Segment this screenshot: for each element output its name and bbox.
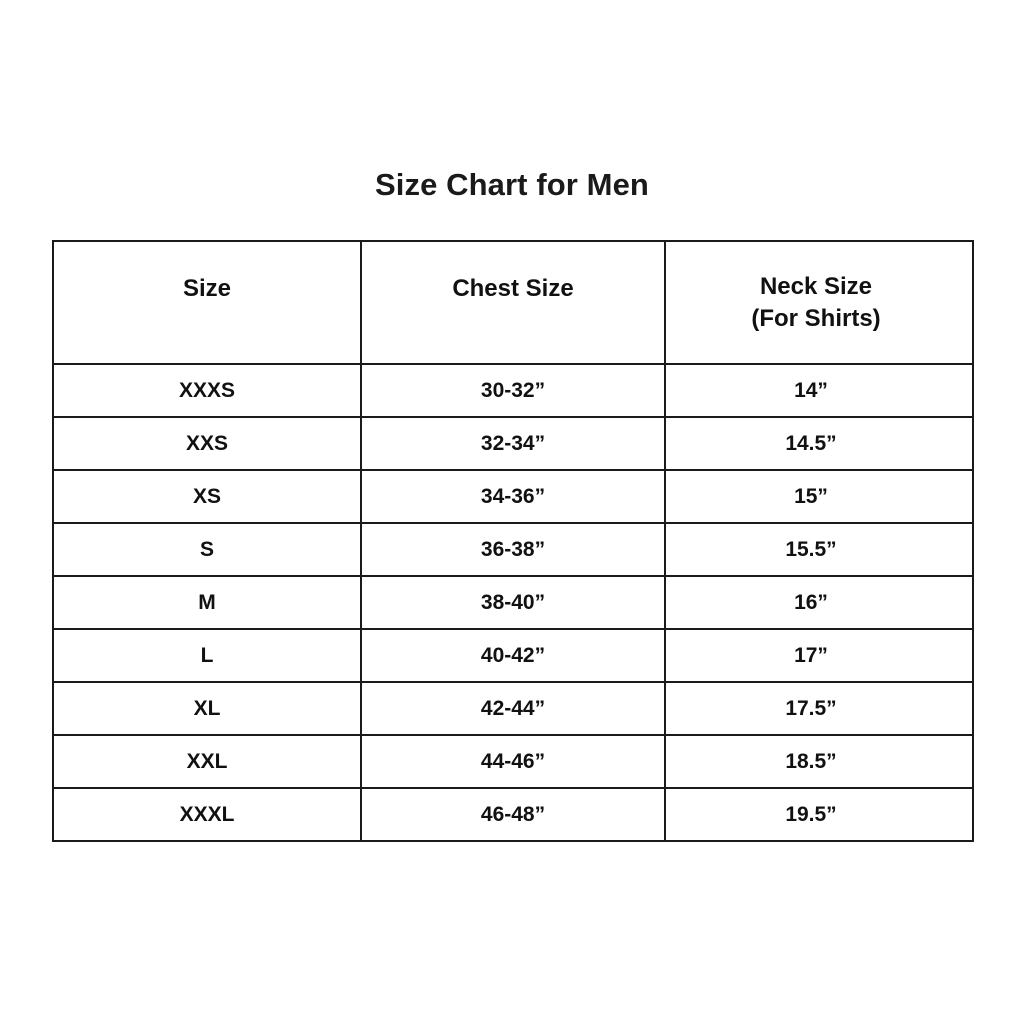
cell-chest-size: 38-40” (360, 575, 666, 630)
column-header-chest-size-label: Chest Size (452, 274, 574, 302)
table-row: XXS 32-34” 14.5” (52, 416, 974, 471)
cell-chest-size: 32-34” (360, 416, 666, 471)
cell-size: L (52, 628, 362, 683)
cell-chest-size: 36-38” (360, 522, 666, 577)
cell-size: M (52, 575, 362, 630)
cell-neck-size: 17” (664, 628, 974, 683)
column-header-size: Size (52, 240, 362, 365)
table-header: Size Chest Size Neck Size (For Shirts) (52, 240, 974, 365)
table-row: XXL 44-46” 18.5” (52, 734, 974, 789)
cell-neck-size: 15.5” (664, 522, 974, 577)
table-row: XXXS 30-32” 14” (52, 363, 974, 418)
cell-chest-size: 44-46” (360, 734, 666, 789)
column-header-neck-size: Neck Size (For Shirts) (664, 240, 974, 365)
table-header-row: Size Chest Size Neck Size (For Shirts) (52, 240, 974, 365)
table-row: L 40-42” 17” (52, 628, 974, 683)
cell-neck-size: 19.5” (664, 787, 974, 842)
cell-size: XS (52, 469, 362, 524)
size-chart-table: Size Chest Size Neck Size (For Shirts) X… (52, 240, 974, 842)
table-row: XXXL 46-48” 19.5” (52, 787, 974, 842)
cell-neck-size: 16” (664, 575, 974, 630)
table-row: S 36-38” 15.5” (52, 522, 974, 577)
cell-size: XXXS (52, 363, 362, 418)
cell-size: XXXL (52, 787, 362, 842)
cell-size: XXL (52, 734, 362, 789)
cell-chest-size: 34-36” (360, 469, 666, 524)
table-row: M 38-40” 16” (52, 575, 974, 630)
cell-chest-size: 30-32” (360, 363, 666, 418)
column-header-neck-size-sublabel: (For Shirts) (751, 304, 881, 332)
cell-size: S (52, 522, 362, 577)
column-header-neck-size-label: Neck Size (759, 272, 873, 300)
cell-chest-size: 46-48” (360, 787, 666, 842)
cell-neck-size: 18.5” (664, 734, 974, 789)
column-header-chest-size: Chest Size (360, 240, 666, 365)
cell-size: XXS (52, 416, 362, 471)
cell-size: XL (52, 681, 362, 736)
cell-neck-size: 15” (664, 469, 974, 524)
table-body: XXXS 30-32” 14” XXS 32-34” 14.5” XS 34-36” 15” S 3… (52, 363, 974, 842)
table-row: XS 34-36” 15” (52, 469, 974, 524)
cell-neck-size: 14.5” (664, 416, 974, 471)
cell-neck-size: 14” (664, 363, 974, 418)
column-header-size-label: Size (182, 274, 232, 302)
cell-neck-size: 17.5” (664, 681, 974, 736)
cell-chest-size: 40-42” (360, 628, 666, 683)
cell-chest-size: 42-44” (360, 681, 666, 736)
table-row: XL 42-44” 17.5” (52, 681, 974, 736)
page-title: Size Chart for Men (375, 167, 649, 202)
